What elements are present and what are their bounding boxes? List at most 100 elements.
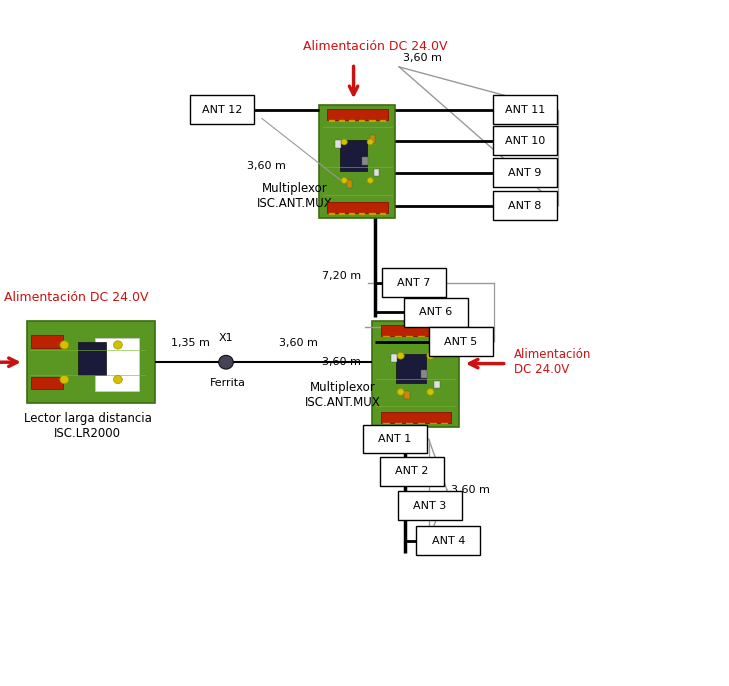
Text: ANT 7: ANT 7 — [397, 278, 431, 287]
Text: ANT 12: ANT 12 — [202, 105, 243, 115]
FancyBboxPatch shape — [380, 213, 386, 215]
FancyBboxPatch shape — [327, 109, 388, 121]
FancyBboxPatch shape — [416, 526, 480, 555]
Text: ANT 11: ANT 11 — [504, 105, 545, 115]
Text: 1,35 m: 1,35 m — [171, 338, 210, 348]
FancyBboxPatch shape — [327, 202, 388, 213]
Text: ANT 2: ANT 2 — [395, 466, 429, 476]
Text: X1: X1 — [219, 333, 233, 343]
FancyBboxPatch shape — [362, 157, 367, 165]
Text: ANT 10: ANT 10 — [504, 136, 545, 145]
FancyBboxPatch shape — [429, 335, 437, 338]
Text: ANT 9: ANT 9 — [508, 168, 542, 178]
FancyBboxPatch shape — [383, 335, 390, 338]
Text: Ferrita: Ferrita — [209, 378, 246, 388]
Text: 7,20 m: 7,20 m — [321, 271, 361, 281]
FancyBboxPatch shape — [430, 349, 436, 356]
Text: Lector larga distancia
ISC.LR2000: Lector larga distancia ISC.LR2000 — [23, 412, 152, 440]
FancyBboxPatch shape — [31, 335, 63, 348]
Circle shape — [427, 353, 434, 359]
FancyBboxPatch shape — [363, 425, 427, 453]
FancyBboxPatch shape — [95, 338, 139, 391]
Text: 3,60 m: 3,60 m — [279, 338, 319, 348]
Circle shape — [60, 375, 69, 383]
FancyBboxPatch shape — [381, 325, 451, 335]
FancyBboxPatch shape — [383, 423, 390, 425]
FancyBboxPatch shape — [398, 491, 462, 520]
FancyBboxPatch shape — [493, 158, 557, 187]
FancyBboxPatch shape — [394, 423, 402, 425]
Circle shape — [114, 341, 122, 349]
Circle shape — [397, 353, 404, 359]
FancyBboxPatch shape — [382, 268, 446, 297]
FancyBboxPatch shape — [370, 134, 375, 143]
FancyBboxPatch shape — [340, 140, 367, 172]
FancyBboxPatch shape — [406, 335, 413, 338]
FancyBboxPatch shape — [421, 370, 427, 377]
Circle shape — [341, 139, 347, 145]
Text: 3,60 m: 3,60 m — [246, 161, 286, 171]
FancyBboxPatch shape — [335, 140, 340, 148]
Circle shape — [114, 375, 122, 383]
FancyBboxPatch shape — [374, 169, 379, 176]
FancyBboxPatch shape — [380, 457, 444, 486]
FancyBboxPatch shape — [359, 213, 365, 215]
FancyBboxPatch shape — [434, 381, 440, 388]
FancyBboxPatch shape — [339, 213, 345, 215]
FancyBboxPatch shape — [441, 423, 448, 425]
FancyBboxPatch shape — [319, 105, 395, 218]
Circle shape — [341, 178, 347, 183]
Circle shape — [367, 139, 373, 145]
FancyBboxPatch shape — [329, 121, 335, 122]
FancyBboxPatch shape — [441, 335, 448, 338]
FancyBboxPatch shape — [418, 423, 425, 425]
FancyBboxPatch shape — [349, 213, 355, 215]
Text: ANT 8: ANT 8 — [508, 201, 542, 211]
FancyBboxPatch shape — [31, 377, 63, 389]
Text: Alimentación DC 24.0V: Alimentación DC 24.0V — [303, 40, 448, 54]
FancyBboxPatch shape — [396, 354, 426, 383]
FancyBboxPatch shape — [349, 121, 355, 122]
Text: ANT 5: ANT 5 — [444, 337, 477, 346]
FancyBboxPatch shape — [78, 342, 106, 375]
Text: ANT 3: ANT 3 — [413, 501, 447, 510]
FancyBboxPatch shape — [391, 354, 397, 362]
FancyBboxPatch shape — [372, 321, 459, 427]
FancyBboxPatch shape — [347, 180, 352, 188]
FancyBboxPatch shape — [404, 298, 468, 327]
Text: Alimentación DC 24.0V: Alimentación DC 24.0V — [4, 291, 148, 304]
FancyBboxPatch shape — [493, 191, 557, 220]
FancyBboxPatch shape — [404, 392, 410, 399]
Text: Multiplexor
ISC.ANT.MUX: Multiplexor ISC.ANT.MUX — [257, 182, 333, 210]
FancyBboxPatch shape — [190, 95, 254, 124]
FancyBboxPatch shape — [381, 412, 451, 423]
Text: 3,60 m: 3,60 m — [322, 357, 361, 367]
Text: IN1: IN1 — [408, 434, 426, 444]
FancyBboxPatch shape — [359, 121, 365, 122]
FancyBboxPatch shape — [370, 213, 375, 215]
FancyBboxPatch shape — [394, 335, 402, 338]
Text: Multiplexor
ISC.ANT.MUX: Multiplexor ISC.ANT.MUX — [305, 381, 381, 409]
Text: 3,60 m: 3,60 m — [402, 54, 442, 63]
Circle shape — [60, 341, 69, 349]
Circle shape — [367, 178, 373, 183]
Text: 3,60 m: 3,60 m — [451, 485, 489, 495]
Text: ANT 1: ANT 1 — [378, 434, 412, 444]
FancyBboxPatch shape — [370, 121, 375, 122]
FancyBboxPatch shape — [493, 95, 557, 124]
FancyBboxPatch shape — [380, 121, 386, 122]
FancyBboxPatch shape — [429, 327, 493, 356]
FancyBboxPatch shape — [493, 126, 557, 155]
Text: ANT 4: ANT 4 — [432, 536, 465, 545]
Circle shape — [397, 389, 404, 395]
FancyBboxPatch shape — [429, 423, 437, 425]
Text: ANT 6: ANT 6 — [419, 307, 453, 317]
FancyBboxPatch shape — [339, 121, 345, 122]
FancyBboxPatch shape — [418, 335, 425, 338]
Circle shape — [427, 389, 434, 395]
FancyBboxPatch shape — [329, 213, 335, 215]
Circle shape — [219, 355, 233, 369]
Text: Alimentación
DC 24.0V: Alimentación DC 24.0V — [514, 348, 591, 375]
FancyBboxPatch shape — [28, 321, 155, 403]
FancyBboxPatch shape — [406, 423, 413, 425]
